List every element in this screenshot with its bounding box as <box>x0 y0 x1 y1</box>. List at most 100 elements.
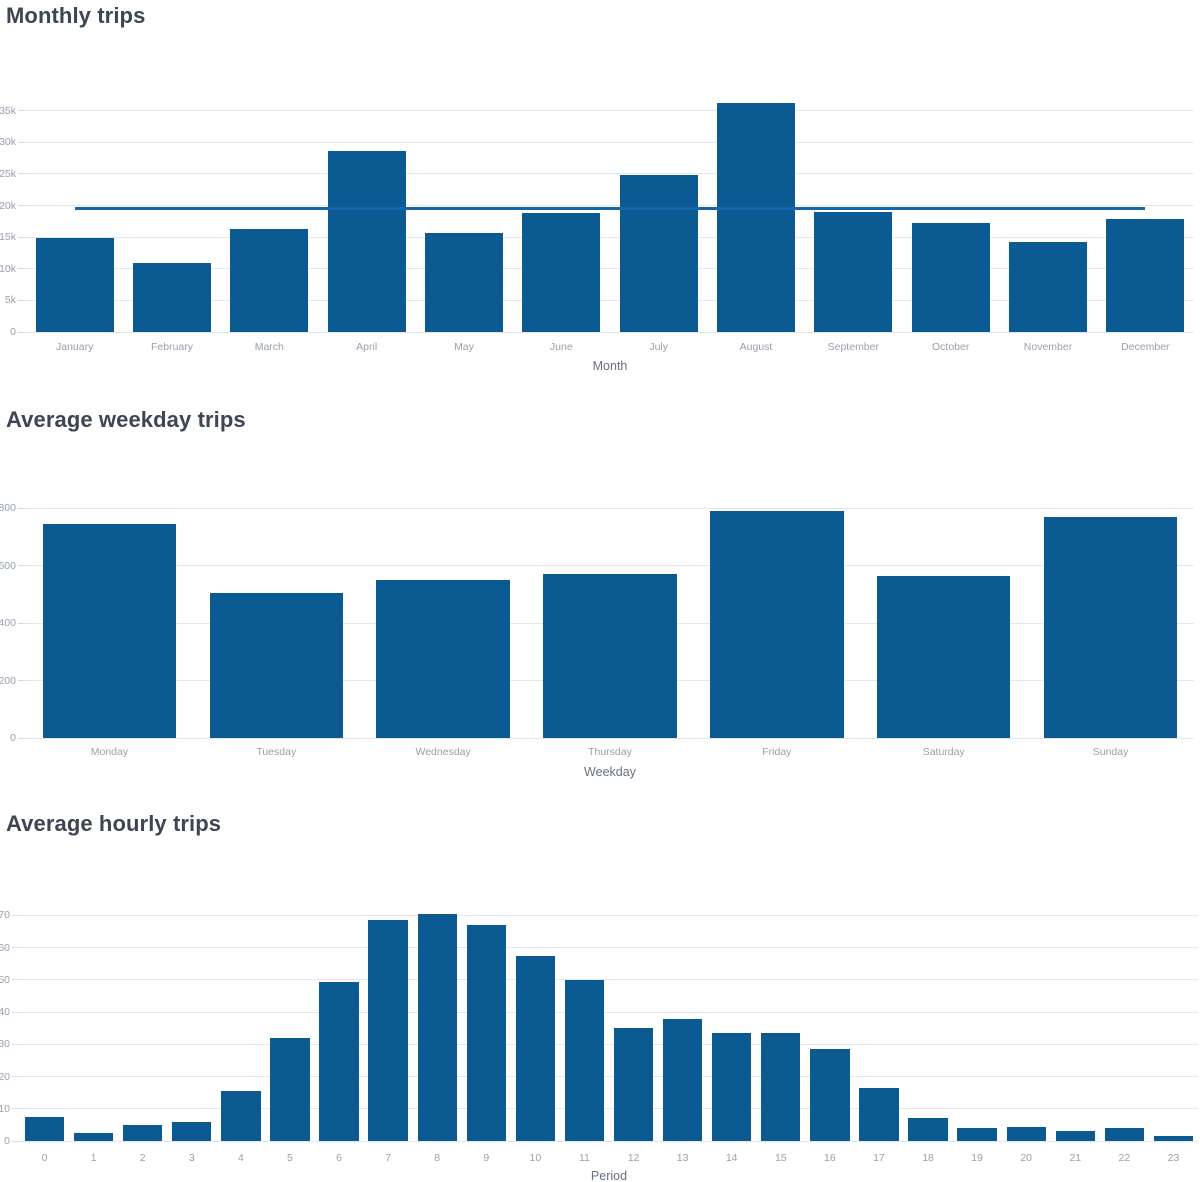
bar-June[interactable] <box>522 213 601 332</box>
x-tick-label: Saturday <box>922 746 965 758</box>
bar-February[interactable] <box>133 263 211 332</box>
y-tick-label: 30 <box>0 1038 10 1051</box>
bar-5[interactable] <box>270 1037 310 1141</box>
y-tick-mark <box>18 299 26 301</box>
average-line <box>74 207 1146 210</box>
y-tick-mark <box>12 947 20 949</box>
x-tick-label: 5 <box>287 1152 293 1164</box>
gridline <box>26 299 1194 301</box>
y-tick-mark <box>18 565 26 567</box>
x-tick-label: 1 <box>90 1152 97 1164</box>
gridline <box>26 236 1194 238</box>
x-tick-label: 8 <box>434 1152 441 1164</box>
y-tick-mark <box>18 507 26 509</box>
bar-December[interactable] <box>1106 218 1185 332</box>
gridline <box>20 947 1198 949</box>
y-tick-mark <box>12 1140 20 1142</box>
bar-2[interactable] <box>123 1124 163 1141</box>
gridline <box>26 507 1194 509</box>
bar-8[interactable] <box>417 913 457 1141</box>
chart-title-monthly-trips: Monthly trips <box>6 3 146 28</box>
y-tick-label: 0 <box>10 732 16 744</box>
x-tick-label: April <box>356 341 378 353</box>
bar-12[interactable] <box>613 1028 654 1141</box>
x-tick-label: November <box>1023 341 1073 353</box>
y-tick-mark <box>18 110 26 112</box>
bar-22[interactable] <box>1104 1128 1144 1141</box>
bar-Thursday[interactable] <box>543 574 677 738</box>
x-tick-label: 19 <box>971 1152 983 1164</box>
bar-May[interactable] <box>425 232 503 332</box>
gridline <box>26 173 1194 175</box>
x-tick-label: 20 <box>1020 1152 1033 1164</box>
gridline <box>26 110 1194 112</box>
bar-October[interactable] <box>911 223 990 332</box>
gridline <box>20 1076 1198 1078</box>
x-tick-label: 7 <box>385 1152 392 1164</box>
bar-Tuesday[interactable] <box>209 592 344 738</box>
y-tick-mark <box>12 1076 20 1078</box>
bar-4[interactable] <box>221 1091 261 1141</box>
bar-Sunday[interactable] <box>1043 516 1178 738</box>
y-tick-mark <box>18 205 26 206</box>
y-tick-label: 5k <box>4 294 16 307</box>
x-tick-label: 21 <box>1069 1152 1082 1164</box>
bar-Monday[interactable] <box>42 523 177 738</box>
bar-20[interactable] <box>1006 1126 1046 1141</box>
bar-6[interactable] <box>319 981 359 1141</box>
bar-April[interactable] <box>327 151 406 332</box>
bar-16[interactable] <box>810 1049 850 1141</box>
x-tick-label: Friday <box>762 746 792 758</box>
bar-11[interactable] <box>564 979 605 1141</box>
bar-14[interactable] <box>712 1033 752 1141</box>
y-tick-label: 30k <box>0 136 16 149</box>
bar-3[interactable] <box>172 1121 212 1141</box>
x-tick-label: August <box>739 341 773 353</box>
x-tick-label: 0 <box>41 1152 48 1164</box>
x-tick-label: February <box>150 341 193 353</box>
bar-March[interactable] <box>230 228 309 332</box>
y-tick-mark <box>18 141 26 143</box>
gridline <box>20 1011 1198 1013</box>
bar-7[interactable] <box>368 920 408 1141</box>
x-tick-label: 13 <box>676 1152 689 1164</box>
bar-21[interactable] <box>1055 1131 1095 1141</box>
bar-9[interactable] <box>466 925 506 1141</box>
bar-August[interactable] <box>717 103 795 332</box>
x-tick-label: 15 <box>774 1152 787 1164</box>
y-tick-mark <box>12 1043 20 1045</box>
bar-0[interactable] <box>24 1116 65 1141</box>
y-tick-label: 0 <box>10 326 16 338</box>
x-tick-label: 4 <box>237 1152 244 1164</box>
bar-13[interactable] <box>662 1018 703 1141</box>
bar-Friday[interactable] <box>710 511 844 738</box>
x-tick-label: June <box>549 341 573 353</box>
y-tick-label: 25k <box>0 167 16 180</box>
x-tick-label: January <box>55 341 94 353</box>
x-tick-label: 16 <box>824 1152 836 1164</box>
y-tick-mark <box>18 331 26 333</box>
bar-July[interactable] <box>619 175 698 332</box>
bar-23[interactable] <box>1153 1136 1194 1141</box>
y-tick-label: 40 <box>0 1006 10 1019</box>
bar-15[interactable] <box>761 1033 801 1141</box>
bar-Wednesday[interactable] <box>376 579 510 738</box>
bar-18[interactable] <box>908 1118 948 1141</box>
x-tick-label: Wednesday <box>415 746 471 758</box>
gridline <box>20 1108 1198 1110</box>
bar-January[interactable] <box>35 238 114 332</box>
bar-1[interactable] <box>73 1132 114 1141</box>
x-axis-title: Weekday <box>584 765 636 779</box>
bar-Saturday[interactable] <box>876 575 1011 738</box>
bar-September[interactable] <box>814 211 893 332</box>
y-tick-label: 60 <box>0 941 10 954</box>
bar-19[interactable] <box>957 1128 997 1141</box>
y-tick-mark <box>12 1011 20 1013</box>
bar-November[interactable] <box>1009 241 1087 332</box>
gridline <box>26 737 1194 739</box>
bar-10[interactable] <box>515 955 555 1141</box>
x-tick-label: 12 <box>627 1152 640 1164</box>
x-axis-title: Period <box>590 1169 628 1182</box>
y-tick-label: 0 <box>4 1135 10 1147</box>
bar-17[interactable] <box>859 1087 899 1141</box>
